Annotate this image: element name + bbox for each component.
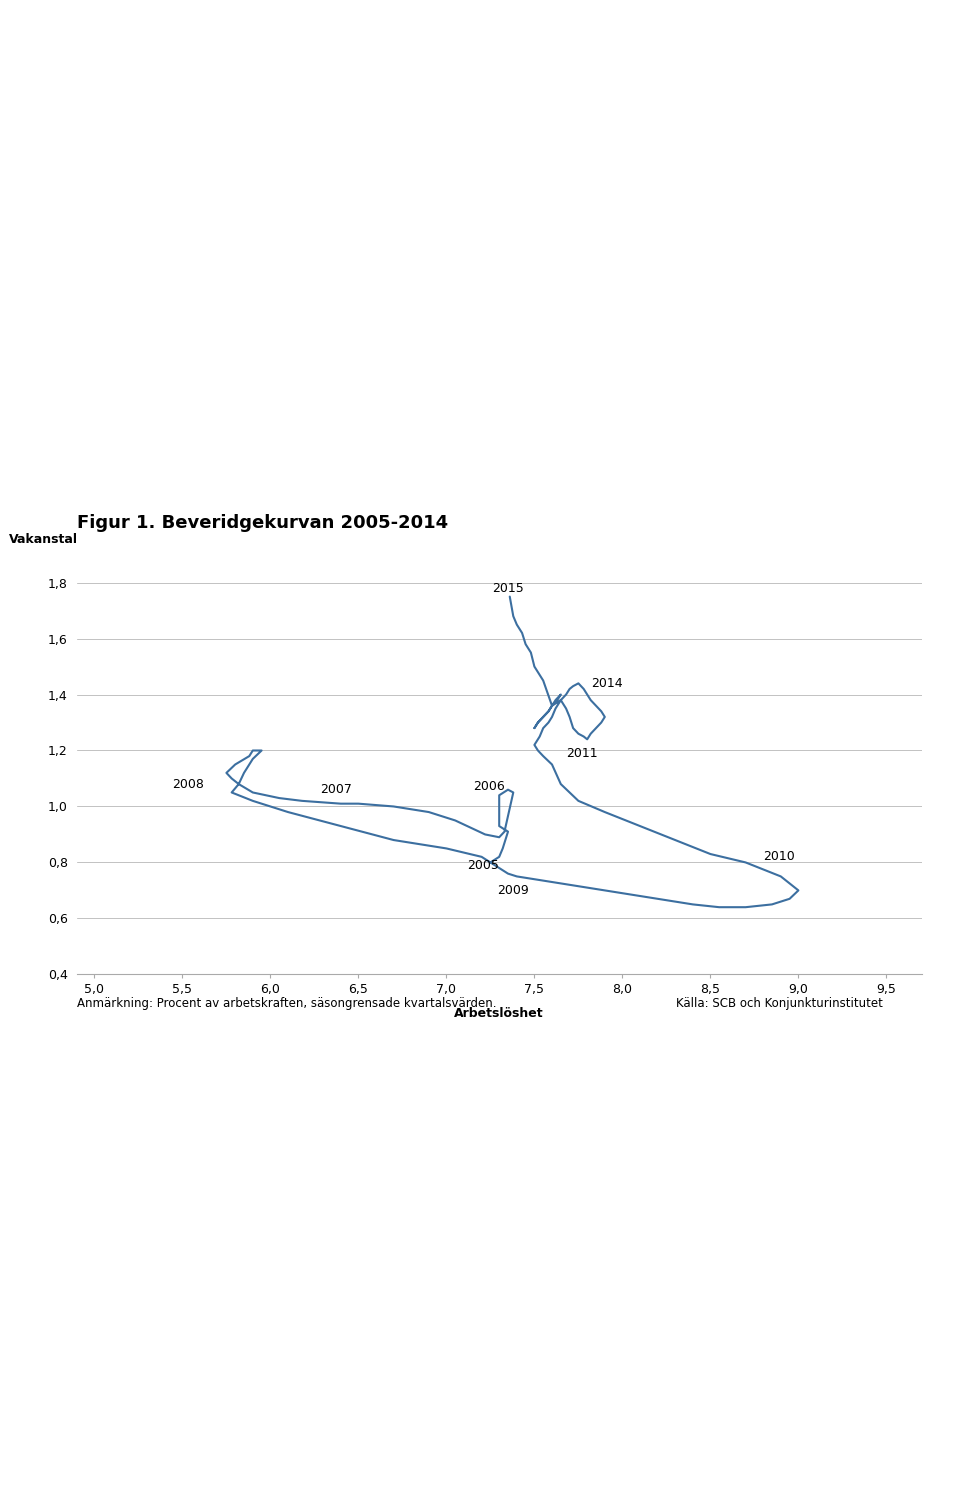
- Text: 2015: 2015: [492, 582, 524, 595]
- Text: 2009: 2009: [497, 884, 529, 896]
- X-axis label: Arbetslöshet: Arbetslöshet: [454, 1007, 544, 1021]
- Text: 2008: 2008: [172, 778, 204, 790]
- Text: 2006: 2006: [473, 781, 505, 793]
- Text: 2005: 2005: [468, 859, 499, 872]
- Text: 2007: 2007: [320, 782, 351, 796]
- Text: Figur 1. Beveridgekurvan 2005-2014: Figur 1. Beveridgekurvan 2005-2014: [77, 514, 448, 532]
- Text: 2011: 2011: [566, 747, 598, 760]
- Text: 2010: 2010: [763, 850, 795, 863]
- Text: 2014: 2014: [590, 678, 622, 690]
- Text: Vakanstal: Vakanstal: [10, 534, 78, 546]
- Text: Källa: SCB och Konjunkturinstitutet: Källa: SCB och Konjunkturinstitutet: [677, 997, 883, 1010]
- Text: Anmärkning: Procent av arbetskraften, säsongrensade kvartalsvärden.: Anmärkning: Procent av arbetskraften, sä…: [77, 997, 496, 1010]
